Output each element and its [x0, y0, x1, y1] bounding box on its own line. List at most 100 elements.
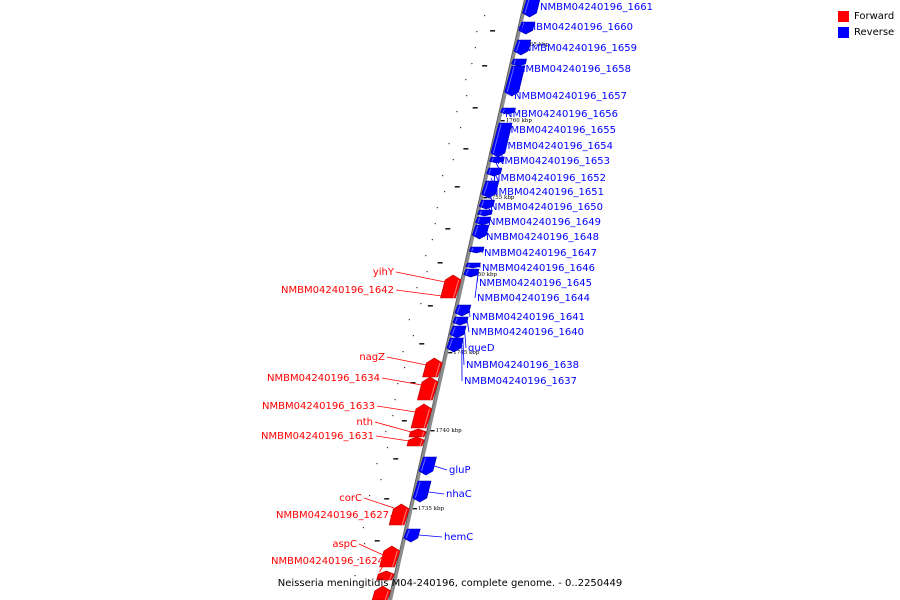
- forward-gene-block[interactable]: [416, 376, 439, 401]
- reverse-gene-highlight: [488, 168, 492, 174]
- forward-gene-highlight: [389, 573, 393, 581]
- reverse-gene-label[interactable]: NMBM04240196_1659: [524, 43, 637, 54]
- reverse-gene-leader: [462, 339, 465, 366]
- forward-gene-label[interactable]: corC: [339, 493, 362, 504]
- forward-gene-block[interactable]: [388, 503, 410, 526]
- reverse-gene-label[interactable]: NMBM04240196_1657: [514, 91, 627, 102]
- forward-gene-label[interactable]: NMBM04240196_1633: [262, 401, 375, 412]
- genome-axis-edge: [388, 0, 525, 600]
- reverse-gene-label[interactable]: NMBM04240196_1656: [505, 109, 618, 120]
- reverse-gene-label[interactable]: NMBM04240196_1661: [540, 2, 653, 13]
- reverse-gene-block[interactable]: [412, 480, 432, 503]
- forward-gene-leader: [395, 271, 446, 283]
- axis-tick-mark: [357, 559, 359, 561]
- reverse-gene-leader: [488, 191, 494, 206]
- scale-tick: [412, 508, 417, 510]
- reverse-gene-label[interactable]: NMBM04240196_1650: [490, 202, 603, 213]
- axis-tick-mark: [484, 15, 486, 17]
- forward-swatch: [838, 10, 849, 22]
- reverse-gene-label[interactable]: NMBM04240196_1644: [477, 293, 590, 304]
- reverse-gene-block[interactable]: [452, 316, 469, 326]
- reverse-gene-leader: [434, 465, 448, 471]
- reverse-gene-label[interactable]: NMBM04240196_1653: [497, 156, 610, 167]
- forward-gene-label[interactable]: nagZ: [359, 352, 385, 363]
- reverse-gene-highlight: [491, 157, 494, 162]
- axis-tick-mark: [444, 191, 446, 193]
- reverse-gene-leader: [502, 110, 515, 115]
- reverse-gene-label[interactable]: NMBM04240196_1649: [488, 217, 601, 228]
- reverse-gene-label[interactable]: NMBM04240196_1655: [503, 125, 616, 136]
- forward-gene-leader: [374, 421, 412, 433]
- reverse-gene-label[interactable]: NMBM04240196_1638: [466, 360, 579, 371]
- reverse-gene-block[interactable]: [522, 0, 541, 18]
- forward-gene-block[interactable]: [410, 403, 433, 429]
- reverse-gene-label[interactable]: nhaC: [446, 489, 472, 500]
- axis-tick-mark: [448, 143, 450, 145]
- reverse-gene-block[interactable]: [504, 65, 526, 97]
- genome-caption: Neisseria meningitidis M04-240196, compl…: [277, 578, 623, 589]
- forward-gene-label[interactable]: aspC: [332, 539, 357, 550]
- forward-gene-highlight: [452, 279, 460, 299]
- forward-gene-label[interactable]: yihY: [373, 267, 395, 278]
- reverse-gene-label[interactable]: NMBM04240196_1640: [471, 327, 584, 338]
- reverse-gene-label[interactable]: NMBM04240196_1660: [520, 22, 633, 33]
- legend-forward: Forward: [838, 9, 894, 23]
- forward-gene-label[interactable]: NMBM04240196_1631: [261, 431, 374, 442]
- reverse-gene-block[interactable]: [465, 262, 481, 269]
- axis-tick-mark: [408, 319, 410, 321]
- reverse-gene-block[interactable]: [454, 304, 472, 317]
- reverse-gene-label[interactable]: NMBM04240196_1647: [484, 248, 597, 259]
- reverse-gene-leader: [481, 249, 484, 254]
- axis-tick-mark: [354, 575, 356, 577]
- reverse-gene-highlight: [467, 263, 470, 267]
- scale-tick: [430, 430, 435, 432]
- axis-tick-mark: [436, 207, 438, 209]
- reverse-gene-leader: [500, 129, 508, 146]
- reverse-gene-highlight: [465, 269, 469, 275]
- reverse-gene-highlight: [515, 40, 521, 52]
- axis-tick-mark: [425, 255, 427, 257]
- axis-major-tick: [384, 498, 390, 500]
- reverse-gene-block[interactable]: [418, 456, 437, 476]
- axis-tick-mark: [442, 175, 444, 177]
- reverse-gene-highlight: [414, 481, 421, 499]
- forward-gene-label[interactable]: NMBM04240196_1627: [276, 510, 389, 521]
- forward-gene-label[interactable]: NMBM04240196_1634: [267, 373, 380, 384]
- reverse-gene-label[interactable]: hemC: [444, 532, 473, 543]
- forward-gene-leader: [379, 560, 387, 573]
- reverse-gene-label[interactable]: NMBM04240196_1648: [486, 232, 599, 243]
- reverse-gene-leader: [497, 145, 505, 161]
- forward-gene-block[interactable]: [440, 274, 462, 299]
- reverse-gene-label[interactable]: NMBM04240196_1646: [482, 263, 595, 274]
- forward-gene-block[interactable]: [376, 570, 395, 581]
- reverse-gene-block[interactable]: [468, 246, 485, 254]
- reverse-gene-block[interactable]: [446, 337, 464, 353]
- axis-major-tick: [463, 148, 469, 150]
- forward-gene-label[interactable]: nth: [356, 417, 373, 428]
- reverse-gene-label[interactable]: gluP: [449, 465, 471, 476]
- forward-gene-label[interactable]: NMBM04240196_1624: [271, 556, 384, 567]
- reverse-gene-label[interactable]: NMBM04240196_1652: [493, 173, 606, 184]
- reverse-gene-label[interactable]: NMBM04240196_1637: [464, 376, 577, 387]
- reverse-gene-label[interactable]: NMBM04240196_1641: [472, 312, 585, 323]
- reverse-gene-label[interactable]: NMBM04240196_1654: [500, 141, 613, 152]
- forward-gene-block[interactable]: [408, 428, 427, 438]
- forward-gene-highlight: [435, 362, 441, 378]
- reverse-gene-label[interactable]: queD: [468, 343, 495, 354]
- reverse-gene-leader: [485, 220, 490, 223]
- reverse-gene-label[interactable]: NMBM04240196_1658: [518, 64, 631, 75]
- reverse-gene-block[interactable]: [513, 39, 532, 56]
- reverse-gene-highlight: [454, 317, 458, 323]
- forward-gene-block[interactable]: [379, 545, 401, 568]
- reverse-gene-label[interactable]: NMBM04240196_1651: [491, 187, 604, 198]
- reverse-gene-block[interactable]: [403, 528, 421, 543]
- forward-gene-label[interactable]: NMBM04240196_1642: [281, 285, 394, 296]
- axis-tick-mark: [380, 479, 382, 481]
- reverse-gene-label[interactable]: NMBM04240196_1645: [479, 278, 592, 289]
- reverse-gene-block[interactable]: [449, 325, 467, 339]
- forward-gene-block[interactable]: [406, 436, 425, 447]
- axis-major-tick: [419, 343, 425, 345]
- axis-tick-mark: [362, 527, 365, 529]
- forward-gene-highlight: [429, 381, 437, 401]
